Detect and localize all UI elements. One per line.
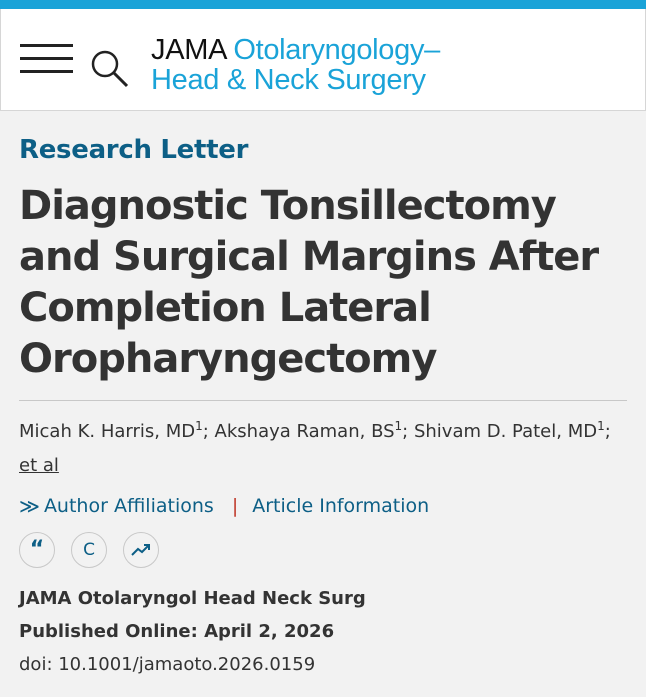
crossmark-icon[interactable]: C bbox=[71, 532, 107, 568]
author-name[interactable]: Akshaya Raman, BS bbox=[214, 421, 395, 442]
crossmark-glyph: C bbox=[83, 540, 95, 560]
journal-logo[interactable]: JAMA Otolaryngology– Head & Neck Surgery bbox=[151, 35, 440, 95]
menu-line bbox=[20, 57, 73, 60]
author-name[interactable]: Micah K. Harris, MD bbox=[19, 421, 196, 442]
logo-specialty: Otolaryngology– bbox=[233, 34, 440, 66]
article-information-link[interactable]: Article Information bbox=[252, 495, 430, 517]
doi[interactable]: doi: 10.1001/jamaoto.2026.0159 bbox=[19, 654, 316, 675]
author-affiliation-ref: 1 bbox=[195, 419, 203, 433]
article-header: Research Letter Diagnostic Tonsillectomy… bbox=[0, 135, 646, 681]
logo-line-2: Head & Neck Surgery bbox=[151, 64, 426, 96]
logo-line-1: JAMA Otolaryngology– bbox=[151, 35, 440, 65]
et-al-link[interactable]: et al bbox=[19, 455, 59, 476]
citation-meta: JAMA Otolaryngol Head Neck Surg Publishe… bbox=[19, 582, 627, 681]
divider bbox=[19, 400, 627, 401]
author-list: Micah K. Harris, MD1; Akshaya Raman, BS1… bbox=[19, 419, 611, 476]
article-tools: “ C bbox=[19, 532, 627, 568]
chevron-double-icon: ≫ bbox=[19, 494, 40, 518]
top-accent-bar bbox=[0, 0, 646, 9]
search-icon[interactable] bbox=[90, 49, 130, 89]
author-affiliations-link[interactable]: Author Affiliations bbox=[43, 495, 214, 517]
article-title: Diagnostic Tonsillectomy and Surgical Ma… bbox=[19, 183, 599, 382]
separator: | bbox=[231, 495, 239, 517]
article-type: Research Letter bbox=[19, 135, 249, 165]
menu-icon[interactable] bbox=[20, 44, 73, 74]
menu-line bbox=[20, 70, 73, 73]
logo-jama: JAMA bbox=[151, 34, 226, 66]
quote-glyph: “ bbox=[29, 537, 45, 562]
article-links: ≫ Author Affiliations | Article Informat… bbox=[19, 494, 627, 518]
journal-abbrev: JAMA Otolaryngol Head Neck Surg bbox=[19, 588, 366, 609]
author-affiliation-ref: 1 bbox=[394, 419, 403, 433]
author-affiliation-ref: 1 bbox=[597, 419, 605, 433]
author-name[interactable]: Shivam D. Patel, MD bbox=[413, 421, 598, 442]
publish-date: Published Online: April 2, 2026 bbox=[19, 621, 335, 642]
menu-line bbox=[20, 44, 73, 47]
site-header: JAMA Otolaryngology– Head & Neck Surgery bbox=[0, 9, 646, 111]
cite-icon[interactable]: “ bbox=[19, 532, 55, 568]
trending-icon[interactable] bbox=[123, 532, 159, 568]
